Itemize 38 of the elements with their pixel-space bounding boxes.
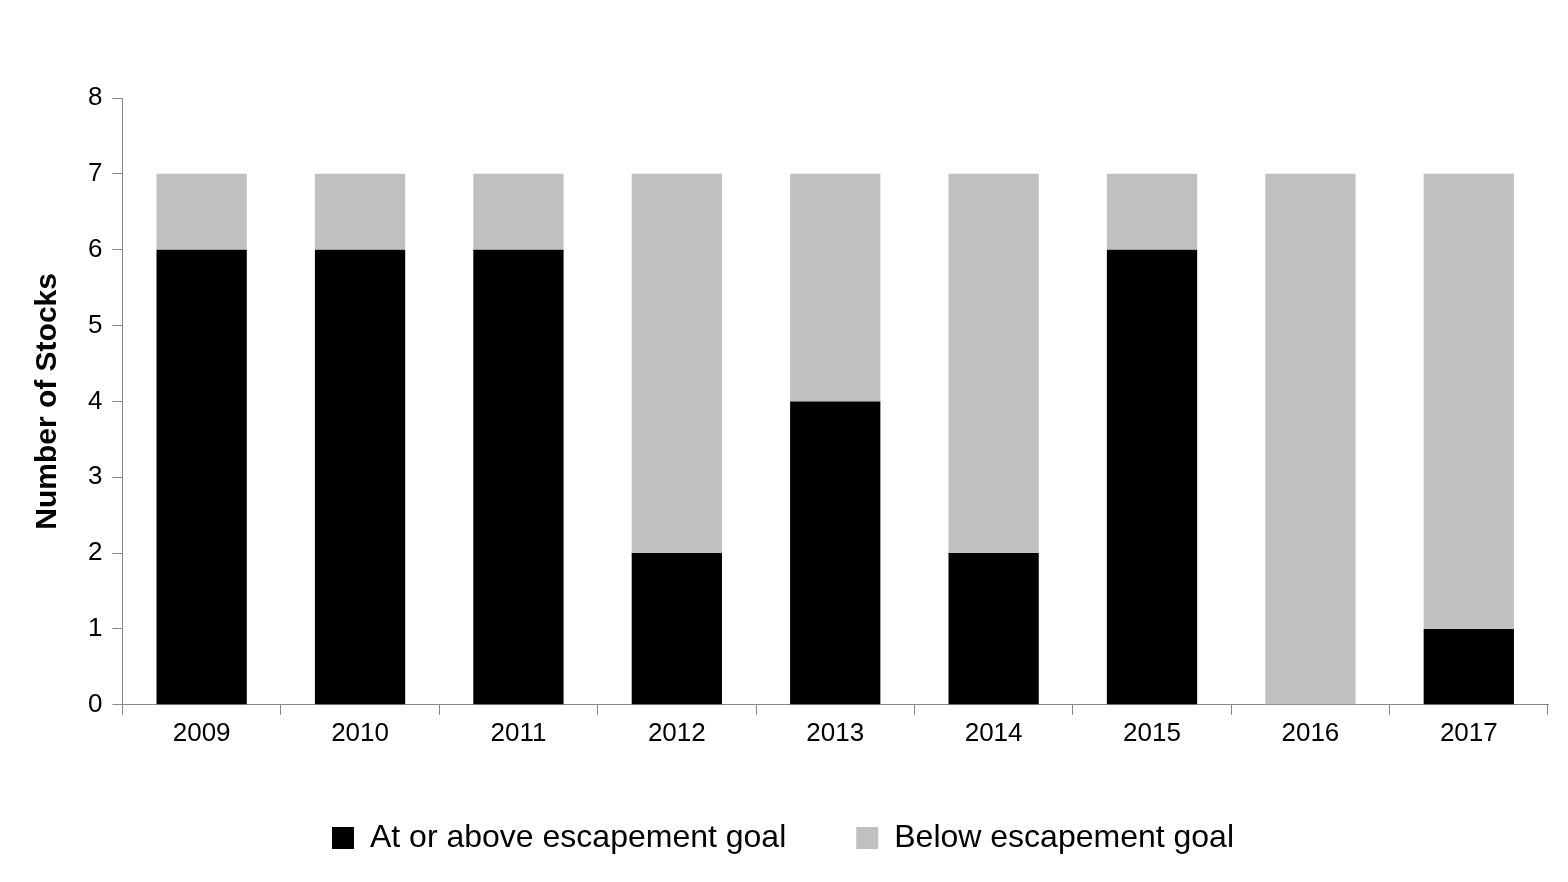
bar bbox=[631, 553, 722, 705]
y-tick-label: 8 bbox=[87, 81, 103, 112]
legend-label: Below escapement goal bbox=[894, 817, 1235, 854]
x-tick-label: 2010 bbox=[331, 716, 389, 747]
y-tick-label: 3 bbox=[87, 460, 103, 491]
bar bbox=[314, 249, 406, 705]
y-tick-label: 4 bbox=[87, 384, 103, 415]
bar bbox=[473, 249, 564, 705]
bar bbox=[631, 173, 722, 554]
y-tick-label: 2 bbox=[87, 536, 103, 567]
bar bbox=[790, 173, 881, 402]
x-tick-label: 2013 bbox=[806, 716, 865, 747]
bar bbox=[1106, 249, 1198, 705]
x-tick-label: 2009 bbox=[172, 716, 231, 747]
bar bbox=[948, 553, 1039, 705]
bar bbox=[1106, 173, 1198, 250]
x-tick-label: 2017 bbox=[1439, 716, 1498, 747]
x-tick-label: 2015 bbox=[1123, 716, 1181, 747]
y-tick-label: 7 bbox=[87, 157, 103, 188]
y-tick-label: 5 bbox=[87, 308, 103, 339]
bar bbox=[1423, 628, 1514, 705]
x-tick-label: 2016 bbox=[1281, 716, 1340, 747]
bar bbox=[948, 173, 1039, 554]
bar bbox=[314, 173, 406, 250]
x-tick-label: 2014 bbox=[964, 716, 1023, 747]
x-tick-label: 2012 bbox=[647, 716, 706, 747]
y-tick-label: 6 bbox=[87, 232, 103, 263]
legend-label: At or above escapement goal bbox=[369, 817, 787, 854]
bar bbox=[156, 249, 247, 705]
x-tick-label: 2011 bbox=[490, 716, 547, 747]
bar bbox=[156, 173, 247, 250]
y-tick-label: 1 bbox=[87, 612, 103, 643]
bar bbox=[790, 401, 881, 705]
y-tick-label: 0 bbox=[87, 687, 103, 718]
bar bbox=[1423, 173, 1514, 629]
y-axis-title: Number of Stocks bbox=[29, 273, 63, 530]
bar bbox=[473, 173, 564, 250]
bar bbox=[1265, 173, 1356, 705]
